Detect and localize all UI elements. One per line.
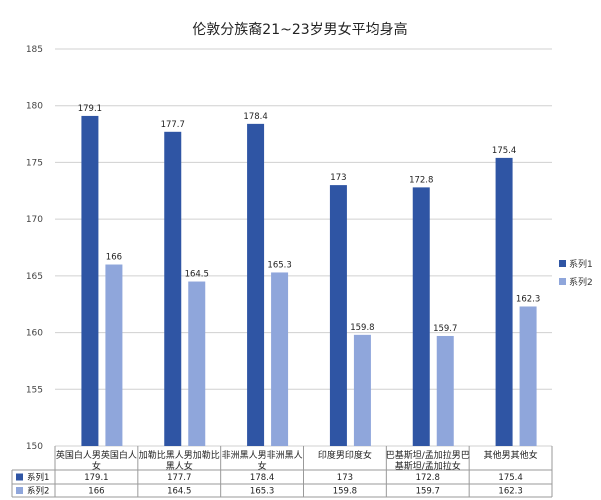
table-cell: 159.7	[416, 487, 440, 497]
table-cell: 164.5	[167, 487, 191, 497]
y-tick-label: 165	[26, 272, 43, 282]
bar	[329, 185, 347, 446]
bars-layer: 179.1 177.7 178.4 173 172.8 175.4 166 164.5 165.…	[78, 104, 540, 447]
data-label: 178.4	[243, 112, 267, 122]
category-label: 女	[258, 460, 267, 472]
chart-title: 伦敦分族裔21~23岁男女平均身高	[192, 21, 407, 38]
bar	[271, 272, 289, 446]
data-label: 164.5	[185, 270, 209, 280]
data-label: 177.7	[161, 120, 185, 130]
table-series-name: 系列1	[27, 472, 49, 483]
y-tick-label: 180	[26, 102, 43, 112]
data-label: 159.8	[350, 323, 374, 333]
category-label: 其他男其他女	[484, 449, 538, 461]
bar	[353, 334, 371, 446]
y-tick-label: 175	[26, 158, 43, 168]
legend: 系列1 系列2	[559, 258, 593, 288]
category-label: 基斯坦/孟加拉女	[395, 460, 461, 472]
legend-label: 系列1	[569, 258, 593, 270]
table-cell: 175.4	[498, 473, 522, 483]
data-label: 175.4	[492, 146, 516, 156]
table-cell: 166	[88, 487, 104, 497]
category-label: 英国白人男英国白人	[56, 449, 137, 461]
bar	[247, 123, 265, 446]
data-label: 172.8	[409, 175, 433, 185]
data-label: 162.3	[516, 294, 540, 304]
bar	[81, 115, 99, 447]
data-label: 166	[106, 253, 122, 263]
category-label: 加勒比黑人男加勒比	[139, 449, 220, 461]
legend-label: 系列2	[569, 276, 593, 288]
table-cell: 172.8	[416, 473, 440, 483]
table-cell: 177.7	[167, 473, 191, 483]
y-tick-label: 160	[26, 329, 43, 339]
category-label: 黑人女	[166, 460, 193, 472]
table-cell: 159.8	[333, 487, 357, 497]
table-legend-key	[16, 473, 23, 481]
data-label: 179.1	[78, 104, 102, 114]
y-tick-label: 155	[26, 385, 43, 395]
table-cell: 165.3	[250, 487, 274, 497]
bar	[519, 306, 537, 446]
bar	[412, 187, 430, 446]
data-label: 165.3	[267, 260, 291, 270]
table-cell: 178.4	[250, 473, 274, 483]
legend-key	[559, 278, 566, 285]
y-tick-label: 170	[26, 215, 43, 225]
legend-key	[559, 260, 566, 267]
data-label: 159.7	[433, 324, 457, 334]
category-label: 巴基斯坦/孟加拉男巴	[386, 449, 470, 461]
category-label: 印度男印度女	[318, 449, 372, 461]
bar	[436, 335, 454, 446]
table-series-name: 系列2	[27, 486, 49, 497]
y-tick-label: 150	[26, 442, 43, 452]
data-table: 系列1 179.1 177.7 178.4 173 172.8 175.4 系列2 166 164…	[11, 469, 552, 498]
table-legend-key	[16, 487, 23, 494]
data-label: 173	[330, 173, 346, 183]
category-label: 女	[92, 460, 101, 472]
table-cell: 173	[337, 473, 353, 483]
table-cell: 162.3	[498, 487, 522, 497]
bar	[188, 281, 206, 446]
category-label: 非洲黑人男非洲黑人	[222, 449, 303, 461]
grid-layer: 150 155 160 165 170 175 180 185	[26, 45, 553, 497]
y-tick-label: 185	[26, 45, 43, 55]
bar	[105, 264, 123, 446]
bar	[164, 131, 182, 446]
table-cell: 179.1	[84, 473, 108, 483]
bar	[495, 157, 513, 447]
